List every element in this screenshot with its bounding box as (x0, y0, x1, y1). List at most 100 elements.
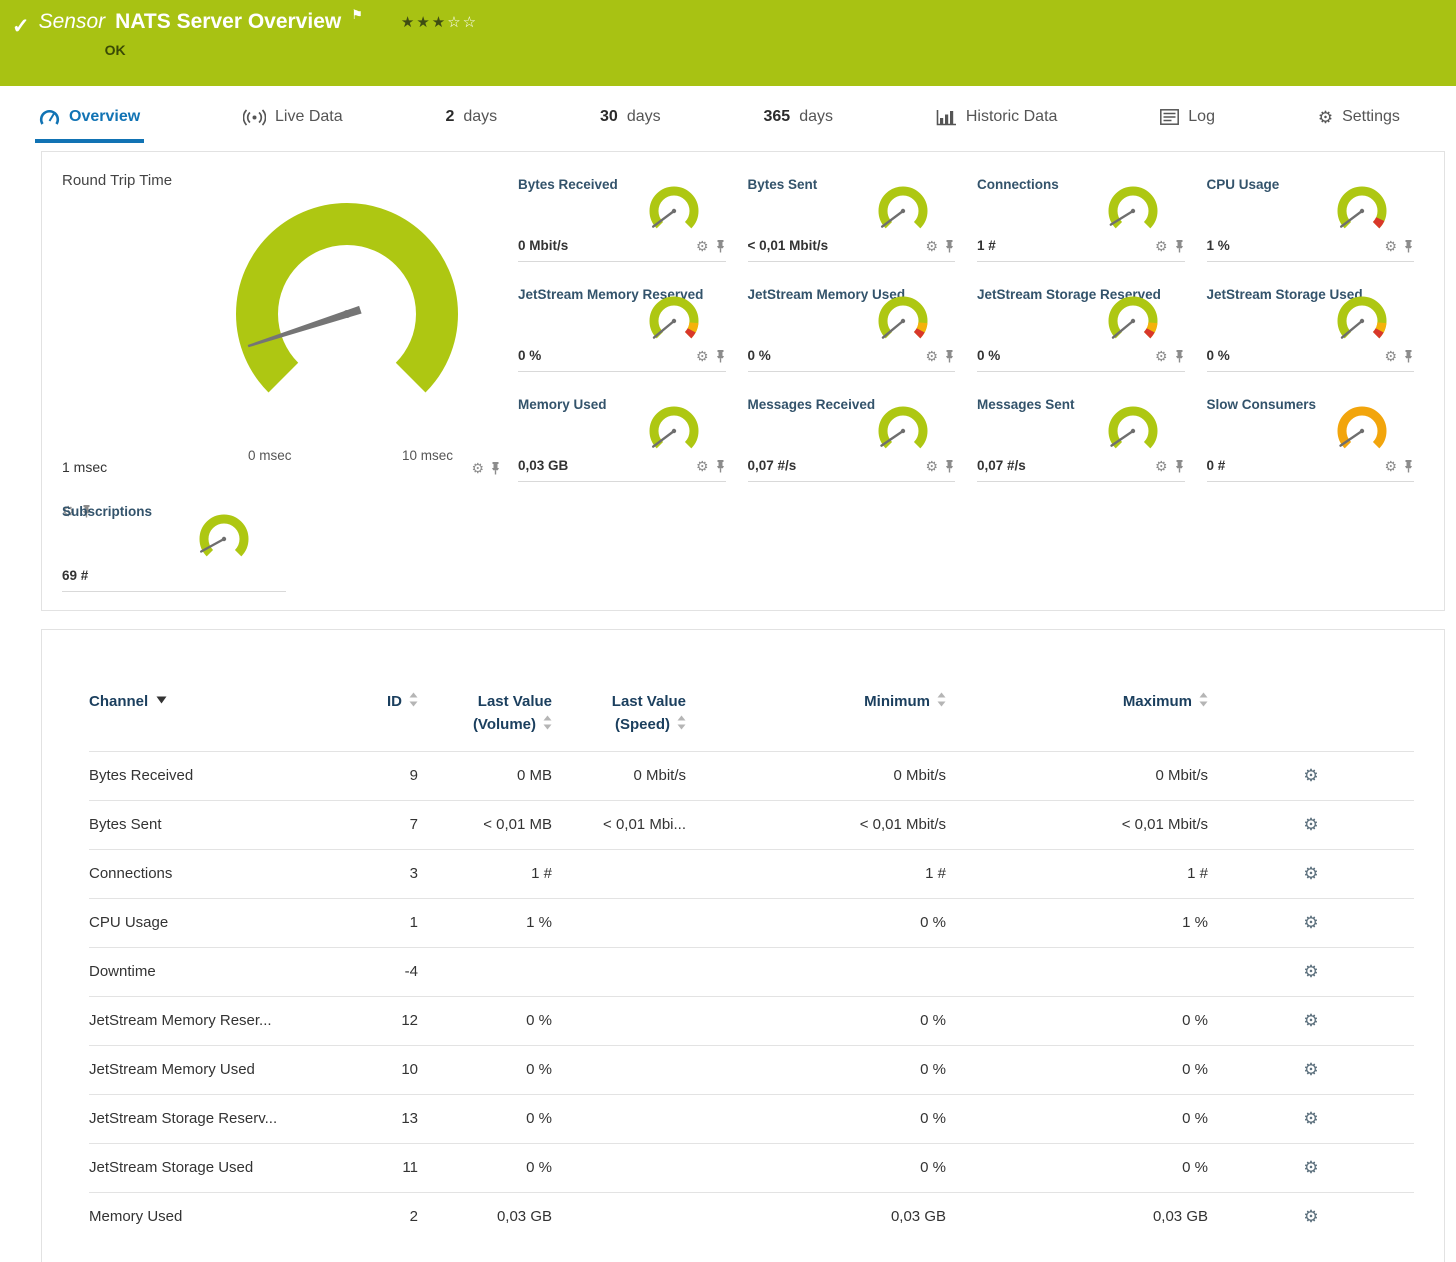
pin-icon[interactable] (1174, 349, 1185, 363)
sort-icon[interactable] (1199, 691, 1208, 714)
tab-2-days[interactable]: 2 days (441, 108, 501, 143)
gauge-dial (863, 290, 941, 357)
column-header-id[interactable]: ID (349, 676, 418, 751)
star-filled-icon[interactable]: ★★★ (400, 14, 448, 31)
gauge-gear-icon[interactable]: ⚙ (925, 458, 938, 474)
tab-30-days[interactable]: 30 days (596, 108, 665, 143)
gauge-cpu-usage[interactable]: CPU Usage 1 % ⚙ (1206, 152, 1414, 262)
gauge-connections[interactable]: Connections 1 # ⚙ (977, 152, 1185, 262)
channel-row-bytes-received[interactable]: Bytes Received 9 0 MB 0 Mbit/s 0 Mbit/s 0 Mbi… (89, 750, 1414, 800)
gauge-jetstream-storage-reserved[interactable]: JetStream Storage Reserved 0 % ⚙ (977, 262, 1185, 372)
column-header-last-value-volume[interactable]: Last Value (Volume) (418, 676, 552, 751)
pin-icon[interactable] (944, 239, 955, 253)
gauge-gear-icon[interactable]: ⚙ (1384, 458, 1397, 474)
gauge-slow-consumers[interactable]: Slow Consumers 0 # ⚙ (1206, 372, 1414, 482)
last-value-speed (552, 1093, 686, 1143)
pin-icon[interactable] (715, 239, 726, 253)
gauge-gear-icon[interactable]: ⚙ (1154, 458, 1168, 474)
tab-overview[interactable]: Overview (35, 108, 145, 143)
channel-row-memory-used[interactable]: Memory Used 2 0,03 GB 0,03 GB 0,03 GB ⚙ (89, 1191, 1414, 1241)
gauge-gear-icon[interactable]: ⚙ (925, 348, 938, 364)
sort-icon[interactable] (937, 691, 946, 714)
channel-row-jetstream-memory-reser[interactable]: JetStream Memory Reser... 12 0 % 0 % 0 % ⚙ (89, 995, 1414, 1045)
channel-settings-gear-icon[interactable]: ⚙ (1303, 1010, 1319, 1030)
column-header-maximum[interactable]: Maximum (946, 676, 1208, 751)
gauge-gear-icon[interactable]: ⚙ (1384, 348, 1397, 364)
channel-row-jetstream-memory-used[interactable]: JetStream Memory Used 10 0 % 0 % 0 % ⚙ (89, 1044, 1414, 1094)
pin-icon[interactable] (1174, 239, 1185, 253)
pin-icon[interactable] (1403, 239, 1414, 253)
pin-icon[interactable] (1403, 349, 1414, 363)
pin-icon[interactable] (81, 504, 92, 518)
channel-settings-gear-icon[interactable]: ⚙ (1303, 1206, 1319, 1226)
channels-table: Channel ID Last Value (Volume) Last Value (Sp… (89, 676, 1414, 1241)
channel-settings-gear-icon[interactable]: ⚙ (1303, 765, 1319, 785)
gauge-dial (1093, 400, 1171, 467)
gauge-gear-icon[interactable]: ⚙ (695, 238, 709, 254)
channel-settings-gear-icon[interactable]: ⚙ (1303, 1157, 1319, 1177)
channel-settings-gear-icon[interactable]: ⚙ (1303, 863, 1319, 883)
pin-icon[interactable] (944, 349, 955, 363)
channel-row-downtime[interactable]: Downtime -4 ⚙ (89, 946, 1414, 996)
tab-log[interactable]: Log (1156, 108, 1219, 143)
pin-icon[interactable] (715, 349, 726, 363)
pin-icon[interactable] (1403, 459, 1414, 473)
channel-row-connections[interactable]: Connections 3 1 #1 #1 # ⚙ (89, 848, 1414, 898)
tab-365-days[interactable]: 365 days (759, 108, 837, 143)
gauge-jetstream-memory-used[interactable]: JetStream Memory Used 0 % ⚙ (747, 262, 955, 372)
pin-icon[interactable] (944, 459, 955, 473)
gauge-gear-icon[interactable]: ⚙ (925, 238, 938, 254)
column-header-minimum[interactable]: Minimum (686, 676, 946, 751)
tab-historic-data[interactable]: Historic Data (932, 108, 1062, 143)
table-header-row: Channel ID Last Value (Volume) Last Value (Sp… (89, 676, 1414, 751)
gauge-gear-icon[interactable]: ⚙ (695, 348, 709, 364)
sort-icon[interactable] (677, 714, 686, 737)
pin-icon[interactable] (715, 459, 726, 473)
channel-row-bytes-sent[interactable]: Bytes Sent 7 < 0,01 MB < 0,01 Mbi... < 0,01 … (89, 799, 1414, 849)
round-trip-time-gauge[interactable]: Round Trip Time 1 msec 0 msec 10 msec ⚙ (62, 172, 518, 502)
gauge-bytes-received[interactable]: Bytes Received 0 Mbit/s ⚙ (518, 152, 726, 262)
gauge-subscriptions[interactable]: Subscriptions 69 # ⚙ (62, 504, 286, 592)
live-icon (243, 108, 267, 126)
sort-desc-icon[interactable] (156, 688, 167, 711)
gauge-gear-icon[interactable]: ⚙ (62, 503, 75, 519)
gauge-value: < 0,01 Mbit/s (747, 238, 829, 253)
tab-label: Settings (1342, 108, 1400, 125)
flag-icon[interactable]: ⚑ (351, 7, 363, 22)
channel-name: JetStream Storage Reserv... (89, 1093, 349, 1143)
gauge-messages-sent[interactable]: Messages Sent 0,07 #/s ⚙ (977, 372, 1185, 482)
channel-settings-gear-icon[interactable]: ⚙ (1303, 912, 1319, 932)
pin-icon[interactable] (1174, 459, 1185, 473)
gauge-title: Connections (977, 177, 1059, 192)
gauge-jetstream-storage-used[interactable]: JetStream Storage Used 0 % ⚙ (1206, 262, 1414, 372)
column-header-last-value-speed[interactable]: Last Value (Speed) (552, 676, 686, 751)
gauge-gear-icon[interactable]: ⚙ (1154, 238, 1168, 254)
gauge-bytes-sent[interactable]: Bytes Sent < 0,01 Mbit/s ⚙ (747, 152, 955, 262)
column-header-channel[interactable]: Channel (89, 676, 349, 751)
channel-settings-gear-icon[interactable]: ⚙ (1303, 814, 1319, 834)
tab-settings[interactable]: ⚙ Settings (1314, 108, 1404, 143)
channel-row-jetstream-storage-reserv[interactable]: JetStream Storage Reserv... 13 0 % 0 % 0 % ⚙ (89, 1093, 1414, 1143)
channel-row-cpu-usage[interactable]: CPU Usage 1 1 % 0 % 1 % ⚙ (89, 897, 1414, 947)
gauge-gear-icon[interactable]: ⚙ (695, 458, 709, 474)
gauge-memory-used[interactable]: Memory Used 0,03 GB ⚙ (518, 372, 726, 482)
channel-row-jetstream-storage-used[interactable]: JetStream Storage Used 11 0 % 0 % 0 % ⚙ (89, 1142, 1414, 1192)
gauge-messages-received[interactable]: Messages Received 0,07 #/s ⚙ (747, 372, 955, 482)
gauge-jetstream-memory-reserved[interactable]: JetStream Memory Reserved 0 % ⚙ (518, 262, 726, 372)
gauge-gear-icon[interactable]: ⚙ (471, 460, 484, 476)
sort-icon[interactable] (409, 691, 418, 714)
tab-live-data[interactable]: Live Data (239, 108, 347, 143)
pin-icon[interactable] (490, 461, 501, 475)
channel-settings-gear-icon[interactable]: ⚙ (1303, 1108, 1319, 1128)
sort-icon[interactable] (543, 714, 552, 737)
star-empty-icon[interactable]: ☆☆ (447, 14, 479, 31)
channel-settings-gear-icon[interactable]: ⚙ (1303, 1059, 1319, 1079)
priority-stars[interactable]: ★★★☆☆ (401, 13, 478, 31)
column-header-actions (1208, 676, 1414, 751)
gauge-gear-icon[interactable]: ⚙ (1154, 348, 1168, 364)
last-value-speed: 0 Mbit/s (552, 750, 686, 800)
gauge-gear-icon[interactable]: ⚙ (1384, 238, 1397, 254)
gauge-title: CPU Usage (1206, 177, 1280, 192)
channel-settings-gear-icon[interactable]: ⚙ (1303, 961, 1319, 981)
mini-gauge-grid: Bytes Received 0 Mbit/s ⚙ Bytes Sent < 0,01 … (518, 152, 1436, 482)
